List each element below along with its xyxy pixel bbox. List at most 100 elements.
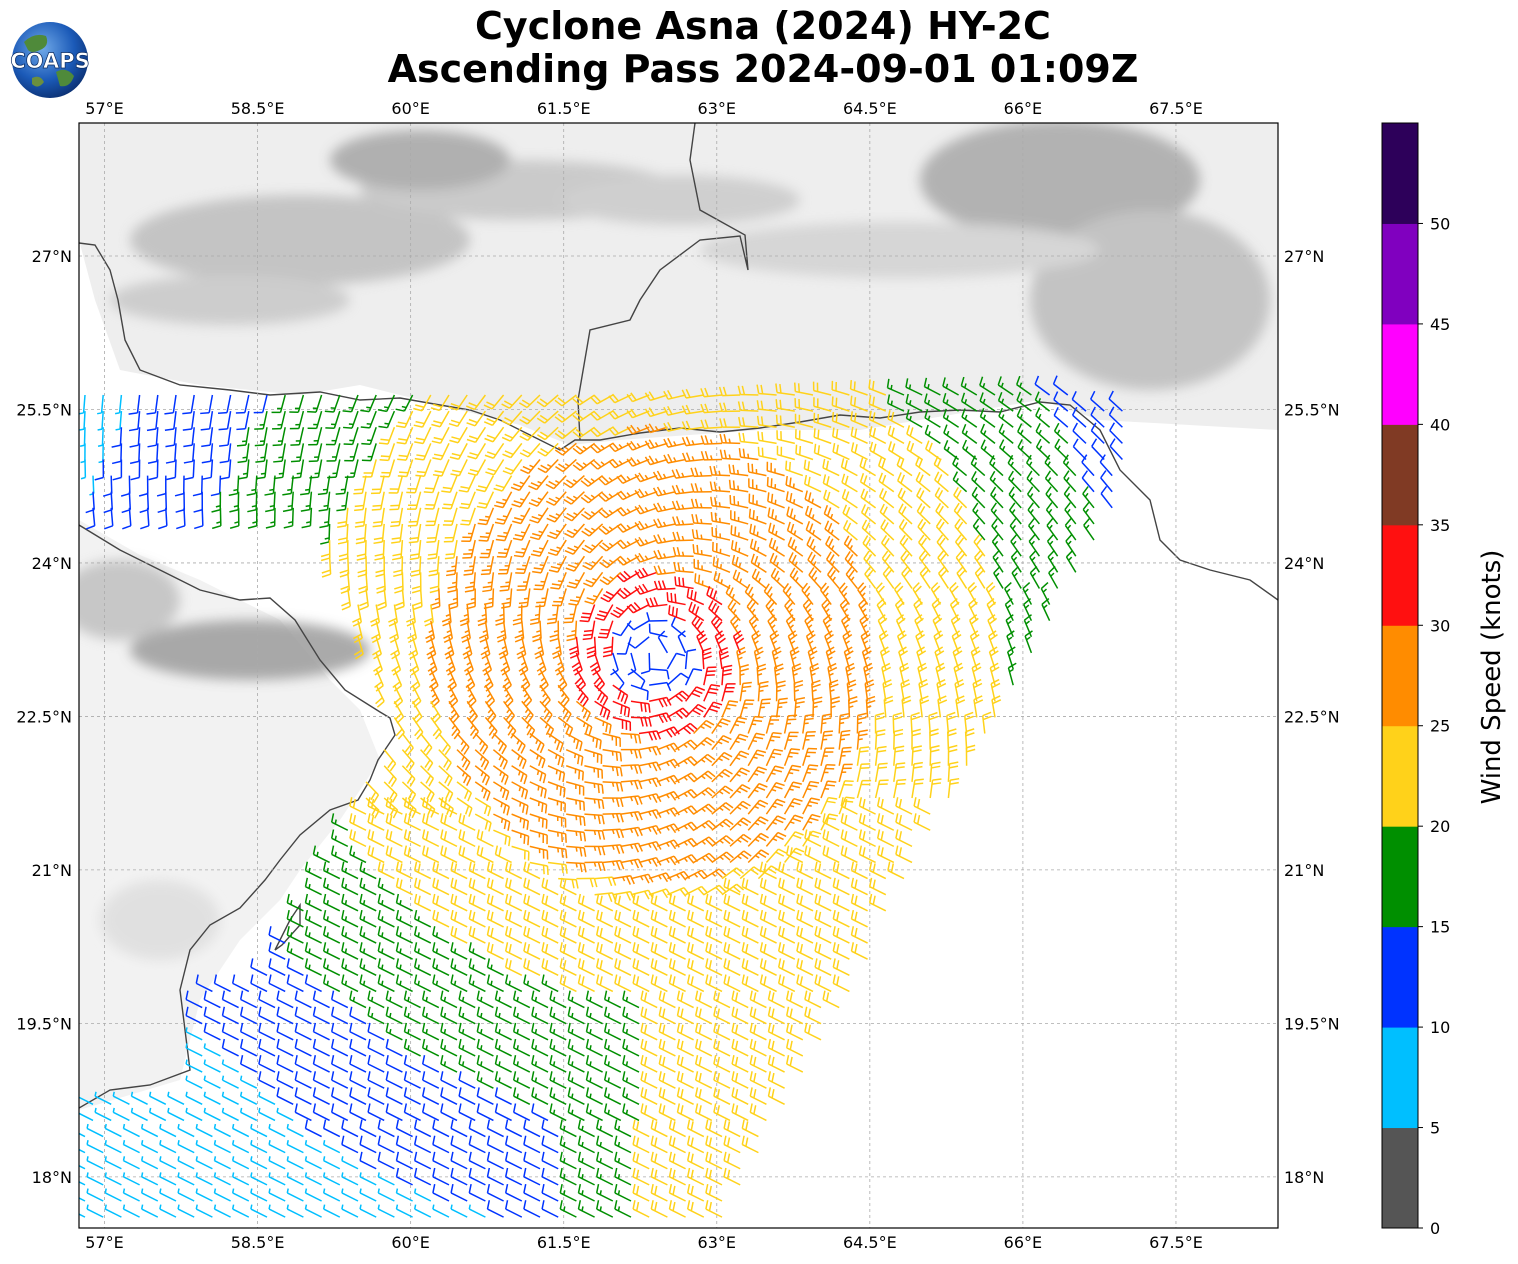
lon-tick-label-top: 63°E [698,99,736,118]
wind-barb [565,732,583,752]
wind-barb [356,540,367,561]
wind-barb [229,507,240,529]
lat-tick-label-left: 24°N [32,554,72,573]
wind-barb [1022,581,1033,605]
wind-barb [395,394,414,412]
wind-barb [804,614,814,638]
satellite-imagery [79,123,1278,1110]
wind-barb [575,700,591,722]
wind-barb [529,604,541,626]
wind-barb [594,716,612,734]
wind-barb [766,477,785,493]
wind-barb [878,472,895,493]
wind-barb [521,700,534,723]
wind-barb [272,427,286,447]
wind-barb [979,376,996,396]
wind-barb [746,598,759,622]
wind-barb [1081,454,1095,477]
wind-barb [712,556,731,574]
wind-barb [787,630,798,654]
wind-barb [942,377,959,396]
wind-barb [1044,454,1059,477]
wind-barb [897,472,913,493]
wind-barb [847,696,858,718]
chart-title-line-2: Ascending Pass 2024-09-01 01:09Z [387,47,1139,91]
wind-barb [407,491,422,510]
wind-barb [337,523,349,545]
lon-tick-label-bottom: 63°E [698,1233,736,1252]
lon-tick-label-bottom: 67.5°E [1149,1233,1203,1252]
wind-barb [290,427,305,446]
wind-barb [674,576,694,590]
wind-barb [626,424,650,435]
wind-barb [653,549,676,560]
wind-barb [857,582,869,605]
wind-barb [868,394,887,412]
wind-barb [612,620,632,637]
wind-barb [775,680,786,702]
wind-barb [430,588,441,610]
wind-barb [756,663,767,686]
wind-barb [354,507,367,528]
wind-barb [842,519,858,541]
wind-barb [630,684,649,701]
wind-barb [182,411,195,431]
wind-barb [484,700,497,724]
lat-tick-label-right: 21°N [1284,861,1324,880]
wind-barb [860,504,877,525]
wind-barb [211,507,222,530]
wind-barb [700,435,723,445]
wind-barb [1090,422,1105,444]
wind-barb [934,471,949,493]
wind-barb [691,615,705,638]
wind-barb [566,571,586,589]
wind-barb [319,507,331,529]
wind-barb [924,424,941,444]
wind-barb [671,500,694,511]
wind-barb [657,630,669,654]
wind-barb [480,556,495,576]
wind-barb [477,507,495,526]
wind-barb [431,410,450,428]
wind-barb [498,636,509,660]
wind-barb [554,442,577,456]
wind-barb [502,459,523,475]
wind-barb [390,507,404,528]
wind-barb [1109,422,1123,444]
wind-barb [1046,533,1059,557]
wind-barb [518,394,541,409]
wind-barb [663,453,686,464]
wind-barb [552,588,567,607]
wind-barb [273,443,286,463]
wind-barb [645,597,668,608]
wind-barb [1071,406,1087,428]
wind-barb [325,427,341,446]
wind-barb [794,697,806,718]
wind-barb [644,439,668,450]
wind-barb [501,588,513,609]
wind-barb [616,587,640,600]
wind-barb [97,427,104,447]
wind-barb [656,726,680,738]
globe-logo-icon: COAPS [10,22,90,98]
wind-barb [901,566,913,589]
wind-barb [201,443,214,464]
wind-barb [97,394,104,415]
wind-barb [719,418,741,428]
wind-barb [377,394,396,413]
wind-barb [700,450,723,461]
wind-barb [1023,614,1033,638]
wind-barb [972,518,986,541]
wind-barb [880,534,895,557]
wind-barb [443,523,458,543]
wind-barb [634,472,658,483]
wind-barb [344,443,359,462]
wind-barb [846,679,857,702]
wind-barb [563,475,585,489]
wind-barb [803,459,822,477]
wind-barb [337,507,349,528]
wind-barb [427,539,440,560]
wind-barb [711,717,731,734]
wind-barb [1064,517,1077,541]
wind-barb [503,700,516,724]
